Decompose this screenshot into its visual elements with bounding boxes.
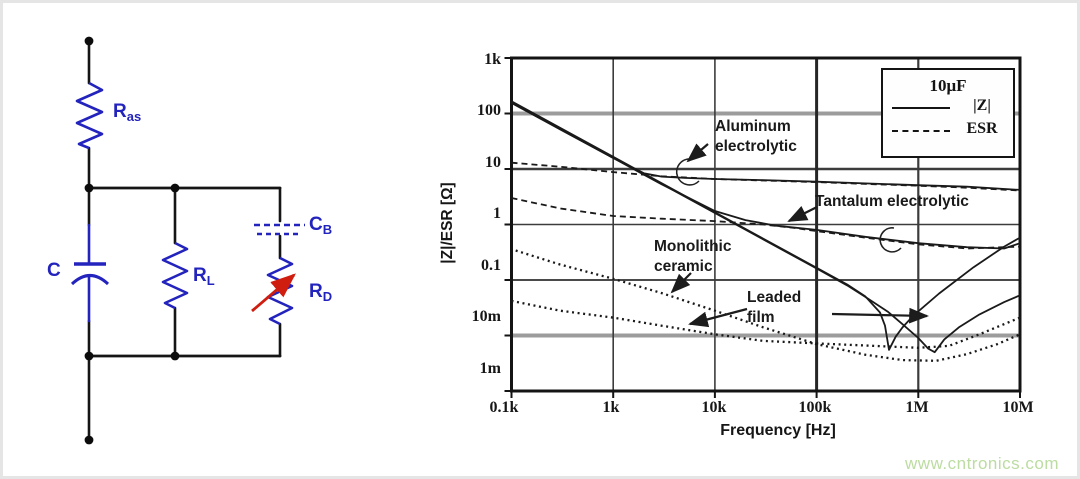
x-tick-label-1k: 1k (602, 399, 620, 416)
curve-tantalum-electrolytic-esr (511, 197, 1021, 250)
x-tick-label-0.1k: 0.1k (489, 399, 519, 416)
legend-row-impedance: |Z| (883, 96, 1013, 119)
knee-arc-tantalum (879, 227, 902, 253)
x-tick-label-1M: 1M (905, 399, 929, 416)
x-tick-label-100k: 100k (798, 399, 832, 416)
annotation-film: Leaded film (747, 288, 801, 328)
annotation-line: Monolithic (654, 238, 732, 255)
legend-impedance-label: |Z| (973, 97, 991, 114)
annotation-line: electrolytic (715, 138, 797, 155)
chart-curves (511, 100, 1021, 362)
arrow-tantalum (787, 205, 818, 222)
arrow-ceramic (670, 272, 692, 294)
y-tick-label-0.1: 0.1 (481, 257, 501, 274)
annotation-aluminum: Aluminum electrolytic (715, 117, 797, 157)
curve-leaded-film-z- (511, 100, 1021, 351)
label-capacitor-c: C (47, 260, 61, 281)
legend-esr-label: ESR (966, 120, 998, 137)
node-dot (84, 183, 94, 193)
annotation-ceramic: Monolithic ceramic (654, 237, 732, 277)
node-dot (84, 435, 94, 445)
arrow-aluminum (686, 143, 709, 163)
capacitor-c-bottom-plate (70, 274, 110, 286)
label-capacitor-cb: CB (309, 214, 333, 238)
node-dot (84, 351, 94, 361)
knee-arc-aluminum (675, 158, 700, 186)
x-axis-title: Frequency [Hz] (720, 422, 836, 439)
annotation-line: Tantalum electrolytic (815, 193, 969, 210)
x-tick-label-10M: 10M (1002, 399, 1034, 416)
arrow-film (688, 307, 748, 328)
resistor-rd-symbol (266, 256, 294, 326)
y-tick-label-1k: 1k (484, 51, 501, 68)
y-tick-label-1m: 1m (479, 360, 501, 377)
node-dot (84, 36, 94, 46)
y-tick-label-10m: 10m (471, 308, 501, 325)
x-tick-label-10k: 10k (701, 399, 727, 416)
y-tick-label-100: 100 (477, 102, 501, 119)
legend-row-esr: ESR (883, 119, 1013, 142)
chart-legend: 10μF |Z| ESR (881, 68, 1015, 158)
curve-aluminum-electrolytic-esr (511, 161, 1021, 192)
y-tick-label-1: 1 (493, 205, 501, 222)
curve-leaded-film-esr (511, 299, 1021, 349)
annotation-line: Leaded (747, 289, 802, 306)
watermark: www.cntronics.com (905, 454, 1059, 473)
y-tick-label-10: 10 (485, 154, 501, 171)
node-dot (170, 183, 180, 193)
label-resistor-rd: RD (309, 281, 333, 305)
variable-resistor-arrow (251, 273, 296, 313)
resistor-rl-symbol (161, 241, 189, 310)
label-resistor-ras: Ras (113, 101, 142, 125)
annotation-tantalum: Tantalum electrolytic (815, 192, 969, 212)
legend-dashed-line-sample (892, 130, 950, 132)
legend-solid-line-sample (892, 107, 950, 109)
annotation-line: Aluminum (715, 118, 791, 135)
circuit-diagram (70, 36, 305, 445)
legend-title: 10μF (929, 76, 967, 95)
arrow-film (831, 307, 929, 324)
figure-graphics (70, 36, 1022, 445)
annotation-line: film (747, 309, 775, 326)
node-dot (170, 351, 180, 361)
annotation-line: ceramic (654, 258, 713, 275)
label-resistor-rl: RL (193, 265, 215, 289)
resistor-ras-symbol (75, 81, 104, 150)
annotation-arrows (670, 143, 929, 328)
